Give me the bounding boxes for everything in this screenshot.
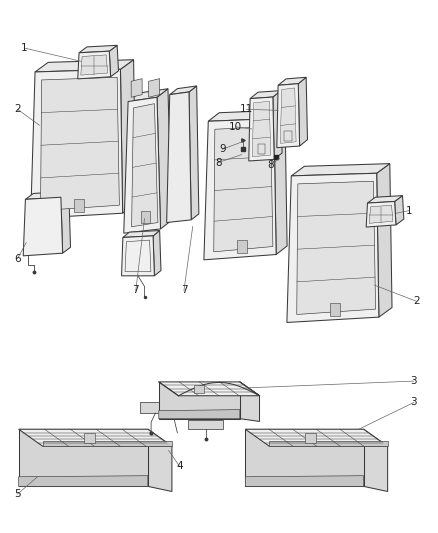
Polygon shape — [298, 77, 307, 146]
Polygon shape — [19, 475, 148, 486]
Polygon shape — [40, 77, 119, 211]
Polygon shape — [124, 98, 160, 233]
Polygon shape — [74, 199, 84, 212]
Polygon shape — [153, 230, 161, 276]
Polygon shape — [208, 110, 285, 121]
Polygon shape — [35, 60, 134, 72]
Polygon shape — [122, 236, 154, 276]
Polygon shape — [277, 84, 300, 148]
Polygon shape — [194, 385, 204, 393]
Polygon shape — [366, 201, 396, 227]
Text: 9: 9 — [219, 144, 226, 154]
Text: 7: 7 — [180, 286, 187, 295]
Polygon shape — [250, 91, 281, 99]
Polygon shape — [141, 211, 151, 223]
Polygon shape — [148, 429, 172, 491]
Polygon shape — [304, 433, 316, 442]
Polygon shape — [189, 86, 199, 220]
Text: 6: 6 — [14, 254, 21, 263]
Polygon shape — [19, 429, 172, 446]
Polygon shape — [188, 420, 223, 429]
Polygon shape — [367, 196, 403, 203]
Polygon shape — [159, 382, 240, 419]
Polygon shape — [291, 164, 390, 176]
Text: 3: 3 — [410, 376, 417, 386]
Polygon shape — [123, 230, 159, 238]
Polygon shape — [149, 79, 159, 98]
Text: 7: 7 — [132, 286, 139, 295]
Polygon shape — [25, 191, 69, 199]
Polygon shape — [157, 89, 172, 229]
Polygon shape — [128, 89, 168, 102]
Polygon shape — [23, 197, 63, 256]
Polygon shape — [81, 55, 107, 75]
Polygon shape — [110, 45, 118, 77]
Polygon shape — [273, 91, 282, 159]
Polygon shape — [245, 429, 364, 486]
Polygon shape — [245, 429, 388, 446]
Polygon shape — [78, 51, 110, 79]
Polygon shape — [274, 110, 287, 255]
Polygon shape — [131, 79, 142, 98]
Polygon shape — [280, 88, 296, 143]
Polygon shape — [297, 181, 376, 314]
Polygon shape — [278, 77, 306, 85]
Polygon shape — [249, 97, 274, 161]
Polygon shape — [240, 382, 259, 422]
Polygon shape — [120, 60, 136, 213]
Text: 10: 10 — [229, 122, 242, 132]
Polygon shape — [252, 101, 271, 157]
Polygon shape — [42, 441, 172, 446]
Text: 1: 1 — [21, 43, 28, 53]
Polygon shape — [237, 240, 247, 253]
Text: 5: 5 — [14, 489, 21, 499]
Polygon shape — [159, 382, 259, 395]
Polygon shape — [369, 205, 393, 223]
Polygon shape — [377, 164, 392, 317]
Polygon shape — [140, 402, 184, 413]
Polygon shape — [170, 86, 197, 95]
Text: 2: 2 — [413, 296, 420, 306]
Polygon shape — [395, 196, 404, 225]
Polygon shape — [287, 173, 379, 322]
Text: 11: 11 — [240, 104, 253, 114]
Polygon shape — [330, 303, 340, 316]
Polygon shape — [61, 191, 71, 253]
Polygon shape — [364, 429, 388, 491]
Polygon shape — [84, 433, 95, 442]
Polygon shape — [269, 441, 388, 446]
Polygon shape — [132, 104, 158, 227]
Text: 1: 1 — [406, 206, 413, 215]
Polygon shape — [79, 45, 117, 53]
Polygon shape — [214, 126, 273, 252]
Text: 8: 8 — [215, 158, 222, 167]
Polygon shape — [245, 475, 364, 486]
Polygon shape — [31, 69, 123, 219]
Text: 3: 3 — [410, 398, 417, 407]
Text: 2: 2 — [14, 104, 21, 114]
Text: 4: 4 — [176, 462, 183, 471]
Polygon shape — [166, 92, 191, 223]
Polygon shape — [204, 118, 276, 260]
Polygon shape — [159, 409, 240, 419]
Polygon shape — [19, 429, 148, 486]
Text: 8: 8 — [267, 160, 274, 170]
